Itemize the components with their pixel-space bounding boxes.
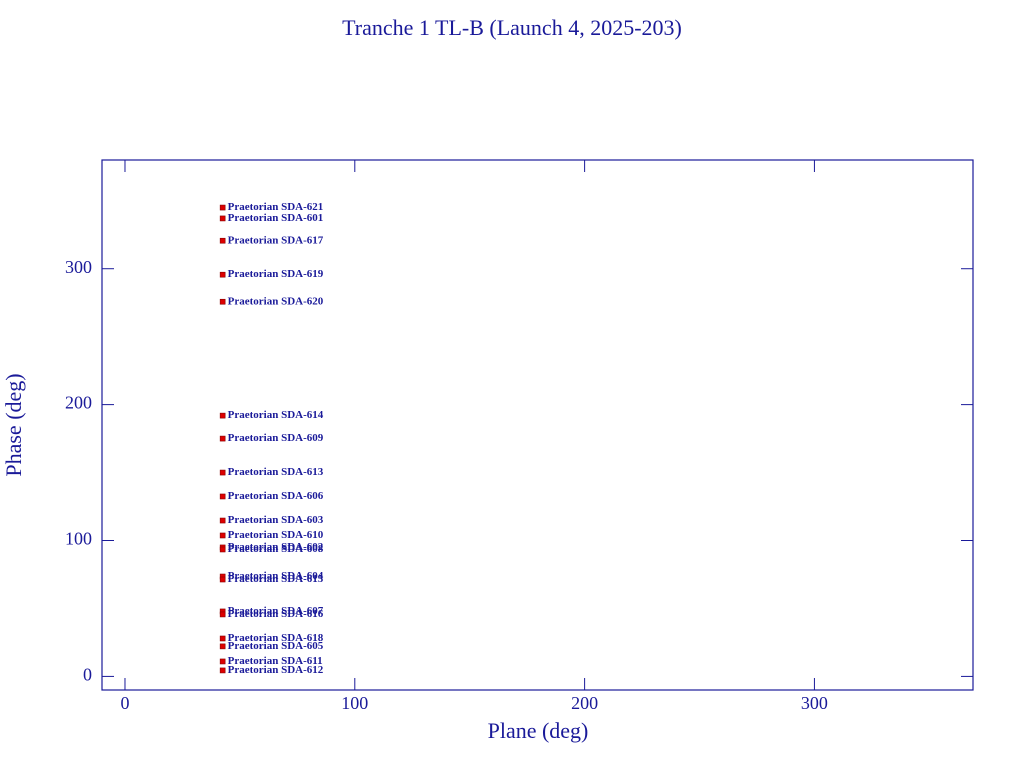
point-label: Praetorian SDA-608 [228, 543, 324, 555]
point-label: Praetorian SDA-610 [228, 529, 324, 541]
point-label: Praetorian SDA-616 [228, 608, 324, 620]
point [219, 658, 226, 665]
y-tick-label: 200 [65, 393, 92, 413]
point-label: Praetorian SDA-619 [228, 268, 324, 280]
point-label: Praetorian SDA-612 [228, 664, 324, 676]
point [219, 493, 226, 500]
x-tick-label: 0 [120, 693, 129, 713]
point-label: Praetorian SDA-615 [228, 573, 324, 585]
x-tick-label: 300 [801, 693, 828, 713]
point [219, 611, 226, 618]
point-label: Praetorian SDA-613 [228, 466, 324, 478]
x-axis-title: Plane (deg) [488, 718, 589, 743]
point [219, 412, 226, 419]
point-label: Praetorian SDA-603 [228, 514, 324, 526]
point-label: Praetorian SDA-609 [228, 432, 324, 444]
point [219, 298, 226, 305]
point [219, 546, 226, 553]
point [219, 469, 226, 476]
point-label: Praetorian SDA-621 [228, 201, 324, 213]
point-label: Praetorian SDA-606 [228, 490, 324, 502]
y-axis-title: Phase (deg) [1, 373, 26, 476]
point [219, 517, 226, 524]
x-tick-label: 200 [571, 693, 598, 713]
chart-title: Tranche 1 TL-B (Launch 4, 2025-203) [342, 15, 682, 40]
point [219, 435, 226, 442]
point-label: Praetorian SDA-620 [228, 295, 324, 307]
point [219, 667, 226, 674]
x-tick-label: 100 [341, 693, 368, 713]
point-label: Praetorian SDA-602 [228, 541, 324, 553]
point-label: Praetorian SDA-618 [228, 632, 324, 644]
point [219, 635, 226, 642]
point-label: Praetorian SDA-614 [228, 409, 324, 421]
point [219, 643, 226, 650]
point [219, 271, 226, 278]
point-label: Praetorian SDA-617 [228, 234, 324, 246]
point-label: Praetorian SDA-605 [228, 640, 324, 652]
y-tick-label: 0 [83, 665, 92, 685]
point-label: Praetorian SDA-611 [228, 655, 323, 667]
plot-frame [101, 159, 974, 691]
point [219, 204, 226, 211]
point-label: Praetorian SDA-607 [228, 605, 324, 617]
point-label: Praetorian SDA-604 [228, 570, 324, 582]
point-label: Praetorian SDA-601 [228, 212, 324, 224]
y-tick-label: 100 [65, 529, 92, 549]
point [219, 576, 226, 583]
y-tick-label: 300 [65, 257, 92, 277]
point [219, 215, 226, 222]
point [219, 237, 226, 244]
point [219, 532, 226, 539]
